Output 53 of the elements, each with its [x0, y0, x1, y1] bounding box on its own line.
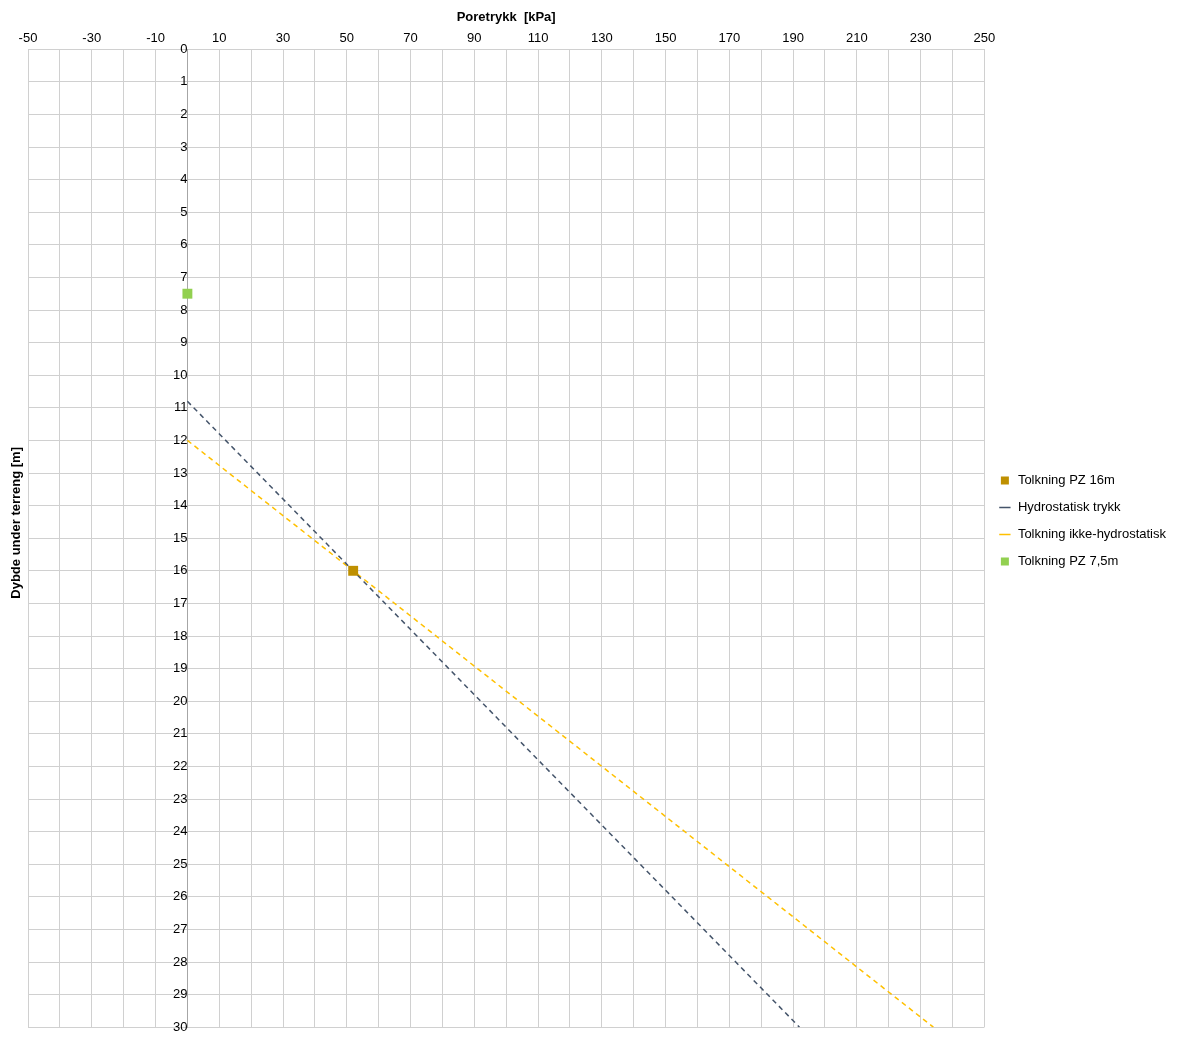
x-tick-label: 130: [590, 29, 613, 45]
y-tick-label: 9: [180, 334, 188, 350]
y-tick-label: 6: [180, 236, 188, 252]
y-tick-label: 22: [172, 757, 188, 773]
y-tick-label: 4: [180, 171, 188, 187]
y-tick-label: 27: [172, 920, 188, 936]
y-tick-label: 13: [172, 464, 188, 480]
legend-label: Tolkning ikke-hydrostatisk: [1017, 526, 1167, 542]
y-tick-label: 25: [172, 855, 188, 871]
x-tick-label: 30: [275, 29, 291, 45]
y-tick-label: 7: [180, 268, 188, 284]
x-tick-label: -10: [146, 29, 165, 45]
y-tick-label: 12: [172, 431, 188, 447]
x-tick-label: 190: [782, 29, 804, 45]
x-tick-label: 150: [654, 29, 677, 45]
y-tick-label: 19: [172, 660, 188, 676]
y-tick-label: 26: [172, 888, 188, 904]
y-tick-label: 16: [172, 562, 188, 578]
legend-label: Tolkning PZ 16m: [1017, 472, 1115, 488]
y-tick-label: 29: [172, 986, 188, 1002]
y-tick-label: 28: [172, 953, 188, 969]
x-tick-label: 250: [973, 29, 996, 45]
x-tick-label: 110: [527, 29, 549, 45]
y-tick-label: 15: [172, 529, 188, 545]
y-tick-label: 2: [180, 105, 188, 121]
y-tick-label: 11: [173, 399, 188, 415]
y-tick-label: 30: [172, 1018, 188, 1034]
y-tick-label: 1: [180, 73, 188, 89]
y-tick-label: 8: [180, 301, 188, 317]
x-tick-label: 210: [846, 29, 868, 45]
x-axis-title: Poretrykk [kPa]: [456, 9, 556, 25]
x-tick-label: 70: [403, 29, 418, 45]
x-tick-label: -50: [18, 29, 38, 45]
y-tick-label: 18: [172, 627, 188, 643]
y-tick-label: 17: [172, 594, 188, 610]
y-tick-label: 10: [172, 366, 188, 382]
y-tick-label: 0: [180, 40, 188, 56]
y-tick-label: 21: [172, 725, 188, 741]
legend-label: Tolkning PZ 7,5m: [1017, 553, 1119, 569]
y-tick-label: 3: [180, 138, 188, 154]
x-tick-label: 10: [212, 29, 227, 45]
x-tick-label: 90: [467, 29, 482, 45]
y-tick-label: 24: [172, 823, 188, 839]
x-tick-label: -30: [82, 29, 102, 45]
y-tick-label: 20: [172, 692, 188, 708]
x-tick-label: 50: [339, 29, 355, 45]
y-tick-label: 5: [180, 203, 188, 219]
legend-label: Hydrostatisk trykk: [1017, 499, 1121, 515]
y-tick-label: 23: [172, 790, 188, 806]
y-tick-label: 14: [172, 497, 188, 513]
x-tick-label: 170: [718, 29, 741, 45]
y-axis-title: Dybde under terreng [m]: [8, 447, 23, 599]
x-tick-label: 230: [909, 29, 932, 45]
